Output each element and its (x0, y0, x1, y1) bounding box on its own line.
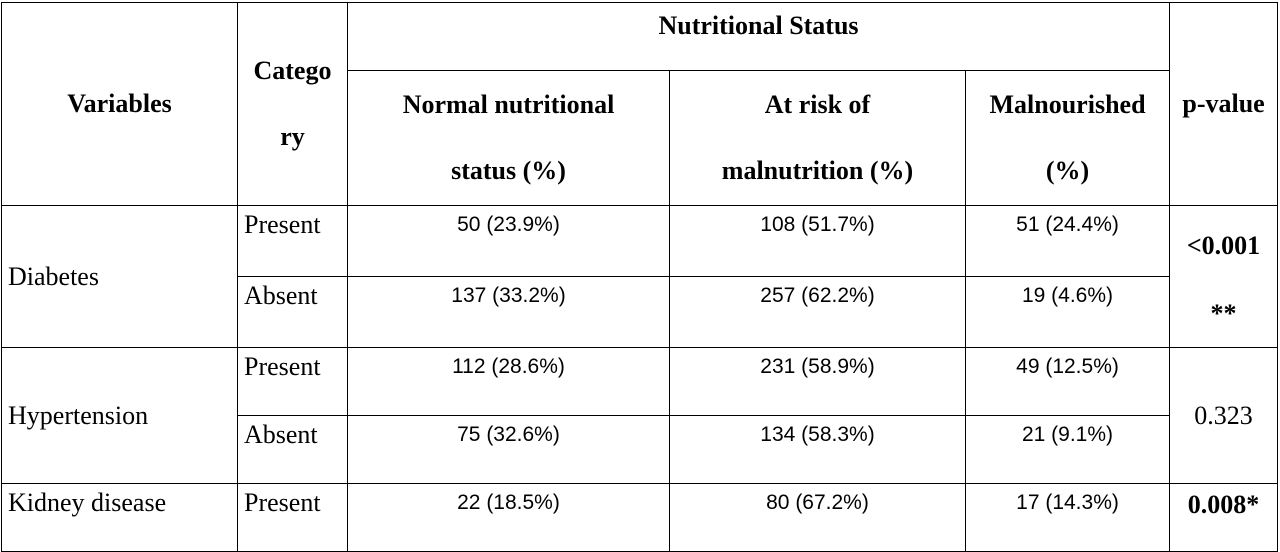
malnourished-cell: 49 (12.5%) (964, 347, 1171, 417)
header-category: Catego ry (237, 2, 348, 206)
malnourished-cell: 19 (4.6%) (964, 276, 1171, 349)
category-cell: Present (237, 204, 348, 278)
risk-cell: 231 (58.9%) (669, 347, 966, 417)
table-row: Kidney disease Present 22 (18.5%) 80 (67… (1, 483, 1279, 552)
normal-cell: 22 (18.5%) (347, 483, 670, 552)
p-value-diabetes-line2: ** (1210, 298, 1237, 328)
variable-hypertension: Hypertension (1, 347, 238, 485)
table-row: Absent 75 (32.6%) 134 (58.3%) 21 (9.1%) (2, 415, 1278, 485)
header-p-value: p-value (1169, 2, 1279, 206)
risk-cell: 134 (58.3%) (669, 415, 966, 485)
category-cell: Present (237, 483, 348, 552)
header-risk-line2: malnutrition (%) (721, 156, 914, 185)
normal-cell: 112 (28.6%) (347, 347, 670, 417)
risk-cell: 257 (62.2%) (669, 276, 966, 349)
normal-cell: 137 (33.2%) (347, 276, 670, 349)
table-row: Hypertension Present 112 (28.6%) 231 (58… (1, 347, 1279, 485)
risk-cell: 108 (51.7%) (669, 204, 966, 278)
p-value-kidney-disease: 0.008* (1169, 483, 1279, 552)
header-normal-line2: status (%) (451, 156, 566, 185)
risk-cell: 80 (67.2%) (669, 483, 966, 552)
p-value-hypertension: 0.323 (1169, 347, 1279, 485)
header-risk: At risk of malnutrition (%) (669, 70, 966, 206)
normal-cell: 75 (32.6%) (347, 415, 670, 485)
category-cell: Absent (237, 415, 348, 485)
header-malnourished-line1: Malnourished (989, 89, 1146, 119)
header-nutritional-status: Nutritional Status (346, 2, 1171, 71)
malnourished-cell: 21 (9.1%) (964, 415, 1171, 485)
header-variables: Variables (1, 2, 238, 206)
header-malnourished: Malnourished (%) (964, 70, 1171, 206)
header-category-line2: ry (280, 122, 305, 151)
malnourished-cell: 51 (24.4%) (964, 204, 1171, 278)
header-normal-line1: Normal nutritional (402, 89, 615, 119)
category-cell: Absent (237, 276, 348, 349)
p-value-diabetes-line1: <0.001 (1186, 231, 1261, 260)
table-row: Diabetes Present 50 (23.9%) 108 (51.7%) … (1, 204, 1279, 349)
variable-diabetes: Diabetes (1, 204, 238, 349)
p-value-diabetes: <0.001 ** (1169, 204, 1279, 349)
category-cell: Present (237, 347, 348, 417)
header-normal: Normal nutritional status (%) (347, 70, 670, 206)
table-row: Absent 137 (33.2%) 257 (62.2%) 19 (4.6%) (2, 276, 1278, 349)
normal-cell: 50 (23.9%) (347, 204, 670, 278)
header-category-line1: Catego (253, 55, 332, 85)
header-risk-line1: At risk of (764, 89, 871, 119)
variable-kidney-disease: Kidney disease (1, 483, 238, 552)
header-malnourished-line2: (%) (1045, 156, 1090, 185)
malnourished-cell: 17 (14.3%) (964, 483, 1171, 552)
